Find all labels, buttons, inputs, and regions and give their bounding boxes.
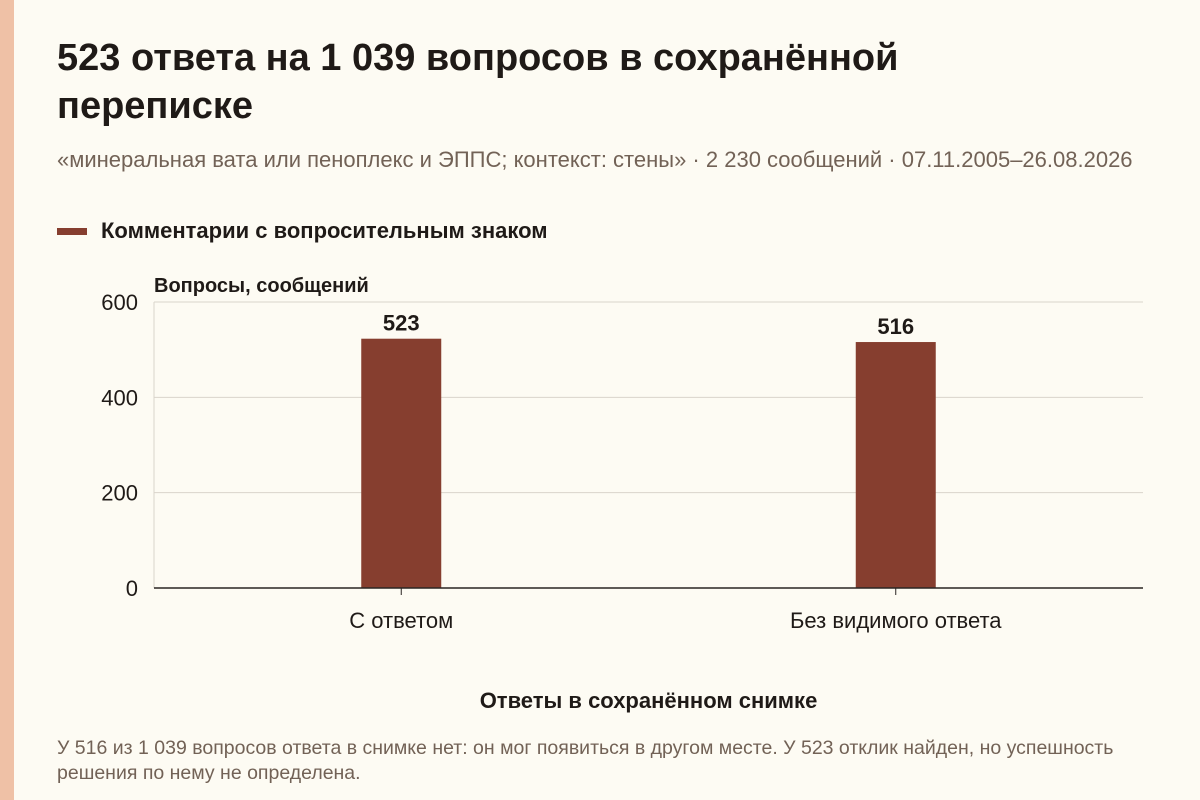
y-tick-label: 200 xyxy=(101,481,138,506)
data-label: 523 xyxy=(383,311,420,336)
y-axis-title: Вопросы, сообщений xyxy=(154,275,369,297)
bar xyxy=(855,342,936,588)
x-tick-label: С ответом xyxy=(349,608,453,633)
chart-subtitle: «минеральная вата или пеноплекс и ЭППС; … xyxy=(57,147,1133,172)
y-tick-label: 400 xyxy=(101,385,138,410)
y-tick-label: 0 xyxy=(126,576,138,601)
footnote: У 516 из 1 039 вопросов ответа в снимке … xyxy=(57,737,1114,784)
chart-title: 523 ответа на 1 039 вопросов в сохранённ… xyxy=(57,37,899,127)
x-axis-title: Ответы в сохранённом снимке xyxy=(480,688,818,713)
legend-swatch xyxy=(57,227,87,235)
y-tick-label: 600 xyxy=(101,290,138,315)
data-label: 516 xyxy=(877,314,914,339)
bar xyxy=(361,338,442,588)
legend: Комментарии с вопросительным знаком xyxy=(57,218,548,244)
x-tick-label: Без видимого ответа xyxy=(790,608,1002,633)
left-accent-stripe xyxy=(0,0,14,800)
legend-label: Комментарии с вопросительным знаком xyxy=(101,218,548,243)
